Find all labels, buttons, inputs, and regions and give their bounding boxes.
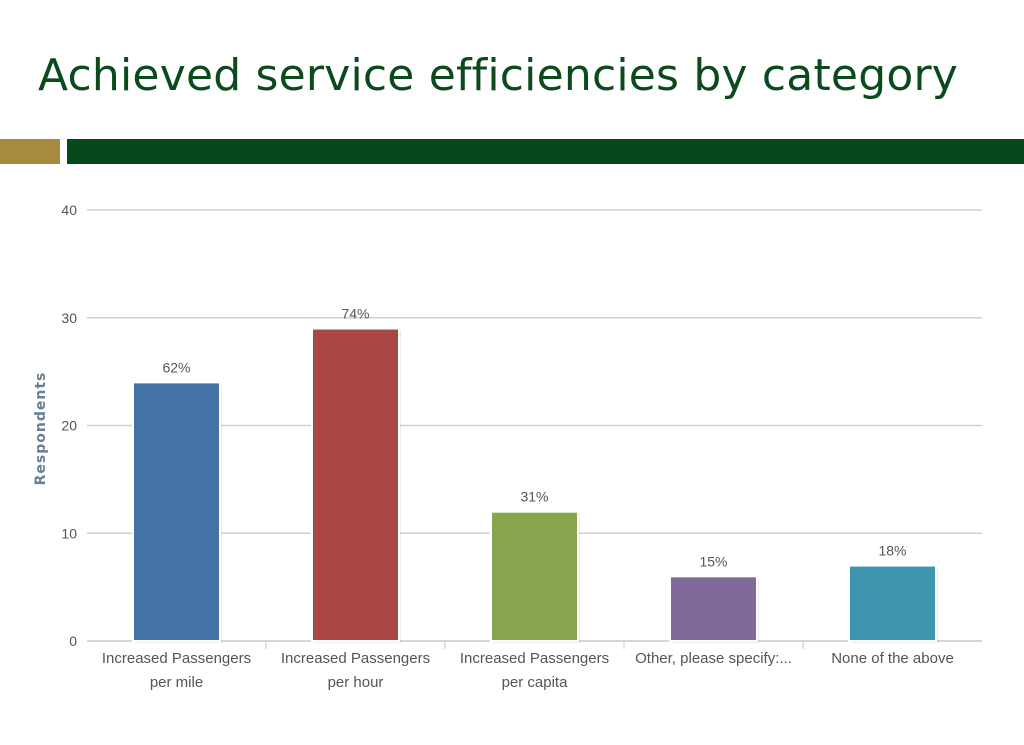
x-category-label: per capita — [502, 674, 569, 691]
bar[interactable] — [848, 564, 937, 643]
y-tick-label: 40 — [61, 202, 77, 218]
y-tick-label: 30 — [61, 310, 77, 326]
page-title: Achieved service efficiencies by categor… — [38, 50, 958, 101]
y-axis-title: Respondents — [33, 372, 49, 486]
data-label: 18% — [878, 543, 906, 559]
x-category-label: Increased Passengers — [460, 650, 609, 667]
x-category-label: None of the above — [831, 650, 954, 667]
data-label: 15% — [699, 553, 727, 569]
x-category-label: Increased Passengers — [102, 650, 251, 667]
data-label: 31% — [520, 489, 548, 505]
y-tick-label: 0 — [69, 633, 77, 649]
x-category-label: Other, please specify:... — [635, 650, 792, 667]
x-category-label: per hour — [328, 674, 384, 691]
data-labels: 62% 74% 31% 15% 18% — [162, 306, 906, 570]
x-axis-categories: Increased Passengers per mile Increased Pa… — [102, 641, 954, 691]
bar[interactable] — [490, 510, 579, 643]
y-axis-ticks: 0 10 20 30 40 — [61, 202, 77, 649]
x-category-label: Increased Passengers — [281, 650, 430, 667]
accent-bar-gold — [0, 139, 60, 164]
bar[interactable] — [669, 575, 758, 642]
data-label: 62% — [162, 359, 190, 375]
bar[interactable] — [132, 381, 221, 642]
bar[interactable] — [311, 327, 400, 642]
gridlines — [87, 209, 982, 642]
y-tick-label: 10 — [61, 525, 77, 541]
data-label: 74% — [341, 306, 369, 322]
y-tick-label: 20 — [61, 418, 77, 434]
x-category-label: per mile — [150, 674, 203, 691]
bars — [132, 327, 938, 643]
accent-bar-green — [67, 139, 1024, 164]
